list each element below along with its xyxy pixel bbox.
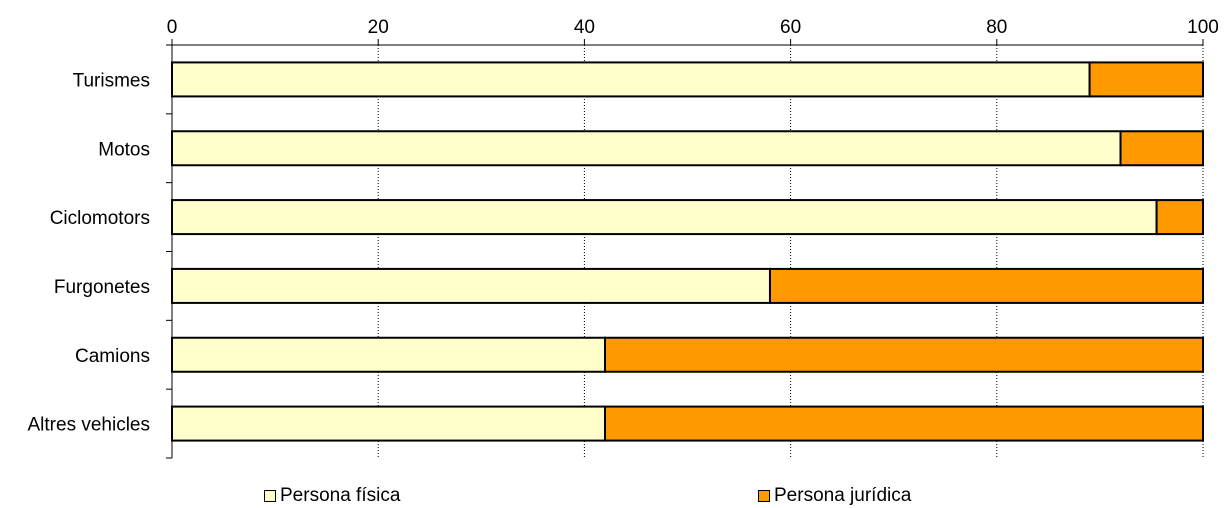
category-label: Furgonetes xyxy=(54,277,150,298)
legend-item-persona-fisica: Persona física xyxy=(264,484,400,508)
legend-label-persona-juridica: Persona jurídica xyxy=(774,485,912,506)
bar-segment xyxy=(1088,61,1204,98)
category-label: Ciclomotors xyxy=(50,208,150,229)
gridlines xyxy=(377,45,1204,458)
bar-segment xyxy=(1155,199,1204,236)
bar-segment xyxy=(604,405,1204,442)
category-label: Motos xyxy=(98,139,150,160)
x-tick-labels: 0 20 40 60 80 100 xyxy=(167,17,1219,38)
x-tick-label: 80 xyxy=(986,17,1007,38)
x-tick-label: 40 xyxy=(574,17,595,38)
bar-segment xyxy=(171,61,1091,98)
bar-segment xyxy=(768,267,1204,304)
legend-swatch-persona-juridica xyxy=(758,490,770,502)
legend-label-persona-fisica: Persona física xyxy=(280,485,401,506)
bar-segment xyxy=(604,336,1204,373)
legend-item-persona-juridica: Persona jurídica xyxy=(758,484,911,508)
bar-segment xyxy=(171,130,1122,167)
bar-segment xyxy=(171,405,607,442)
bars xyxy=(171,61,1205,442)
x-tick-label: 0 xyxy=(167,17,178,38)
category-label: Camions xyxy=(75,346,150,367)
x-tick-label: 60 xyxy=(780,17,801,38)
bar-segment xyxy=(1119,130,1205,167)
x-tick-label: 20 xyxy=(368,17,389,38)
bar-segment xyxy=(171,267,771,304)
axes xyxy=(166,39,1204,459)
bar-segment xyxy=(171,336,607,373)
bar-segment xyxy=(171,199,1158,236)
legend-swatch-persona-fisica xyxy=(264,490,276,502)
x-tick-label: 100 xyxy=(1187,17,1219,38)
chart: 0 20 40 60 80 100 Turismes Motos Ciclomotors Fur… xyxy=(28,17,1219,459)
category-labels: Turismes Motos Ciclomotors Furgonetes Camion… xyxy=(28,70,151,435)
category-label: Altres vehicles xyxy=(28,415,151,436)
category-label: Turismes xyxy=(73,70,150,91)
